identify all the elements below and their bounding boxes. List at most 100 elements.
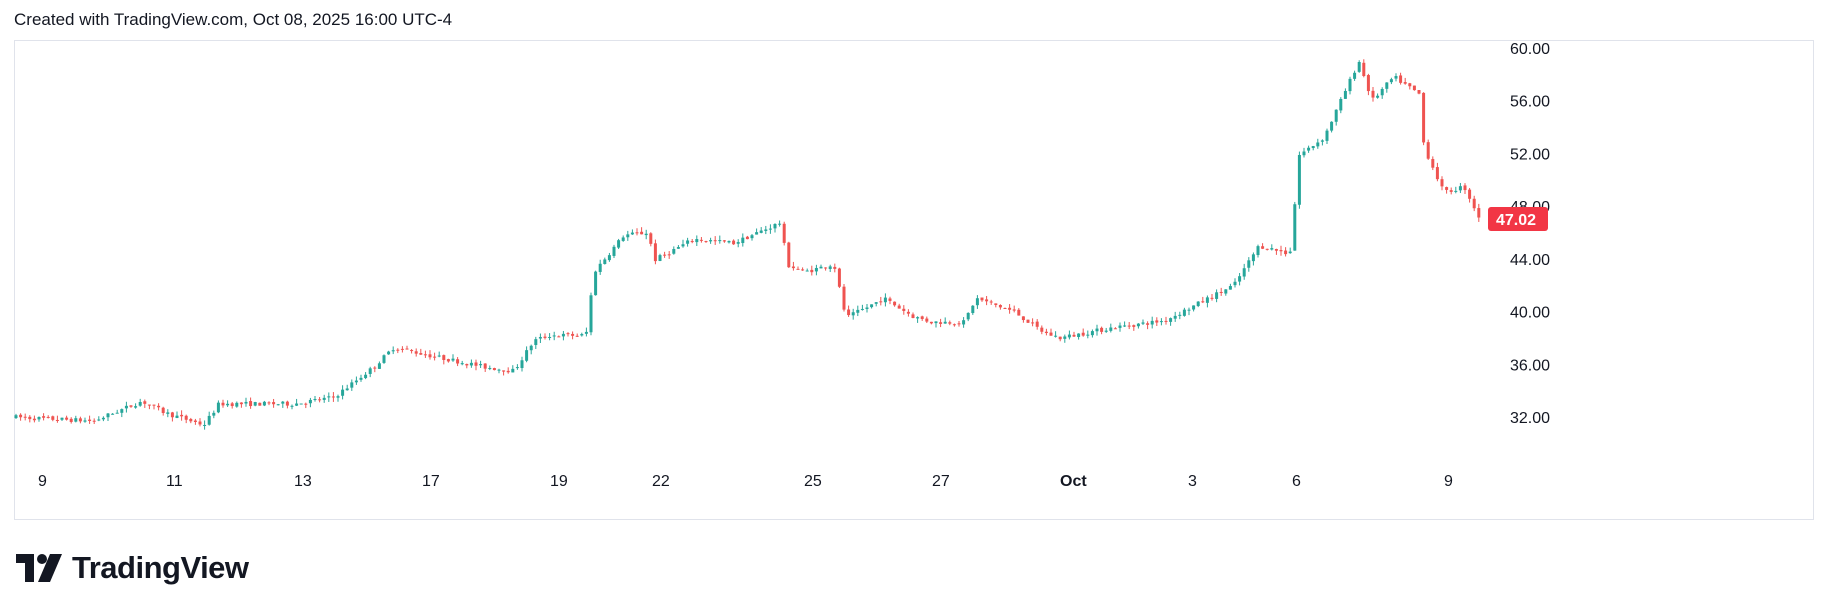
candle-body [1192,305,1196,310]
candle-body [511,368,515,373]
candle-body [1228,286,1232,290]
candle-body [934,321,938,324]
candle-body [290,405,294,407]
candle-body [364,374,368,379]
x-tick-label: 17 [422,473,440,490]
candle-body [391,350,395,352]
candle-body [663,254,667,256]
candle-body [14,415,18,419]
candle-body [175,415,179,418]
candle-body [980,297,984,301]
candle-body [299,403,303,405]
candle-body [736,242,740,244]
y-tick-label: 52.00 [1510,146,1550,163]
candle-body [722,240,726,242]
candle-body [193,420,197,422]
candle-body [538,337,542,339]
candle-body [1017,309,1021,316]
candle-body [1072,334,1076,337]
tradingview-brand[interactable]: TradingView [16,548,249,588]
candle-body [1242,268,1246,277]
candle-body [1311,146,1315,149]
x-tick-label: 22 [652,473,670,490]
candle-body [262,401,266,406]
candle-body [419,353,423,355]
candle-body [1035,321,1039,327]
candle-body [198,421,202,425]
candle-body [548,336,552,338]
candle-body [474,362,478,366]
candle-body [1293,204,1297,251]
candle-body [1104,330,1108,332]
candle-body [1141,322,1145,324]
candle-body [442,355,446,360]
candle-body [718,240,722,242]
price-chart[interactable]: 60.0056.0052.0048.0044.0040.0036.0032.00… [14,40,1814,520]
candle-body [824,267,828,269]
candle-body [1077,333,1081,337]
candle-body [97,419,101,421]
candle-body [506,370,510,373]
candle-body [828,266,832,269]
candle-body [1477,208,1481,218]
candle-body [129,405,133,407]
candle-body [782,223,786,243]
candle-body [1164,320,1168,322]
candle-body [101,417,105,420]
last-price-tag-bg [1488,207,1548,232]
candle-body [768,228,772,230]
candle-body [387,351,391,355]
candle-body [1440,179,1444,187]
x-tick-label: 19 [550,473,568,490]
candle-body [1123,325,1127,327]
candle-body [207,415,211,425]
candle-body [1118,325,1122,328]
candle-body [138,402,142,406]
candle-body [759,230,763,233]
candle-body [1067,334,1071,338]
candle-body [1454,190,1458,192]
candle-body [561,333,565,337]
candle-body [124,405,128,409]
candle-body [819,266,823,269]
candle-body [1270,248,1274,250]
y-tick-label: 60.00 [1510,41,1550,58]
y-tick-label: 56.00 [1510,94,1550,111]
candle-body [456,359,460,364]
candle-body [773,223,777,229]
candle-body [111,413,115,415]
candle-body [216,402,220,413]
candle-body [226,403,230,406]
tradingview-logo-icon [16,554,62,582]
candle-body [1173,315,1177,319]
candle-body [529,345,533,351]
candle-body [184,415,188,420]
candle-body [672,249,676,254]
candle-body [1146,323,1150,325]
brand-name: TradingView [72,550,249,585]
candle-body [161,407,165,413]
candle-body [244,401,248,404]
candle-body [1031,322,1035,324]
candle-body [180,414,184,417]
x-tick-label: 3 [1188,473,1197,490]
candle-body [1422,92,1426,143]
candle-body [1113,328,1117,330]
candle-body [1458,186,1462,191]
candle-body [221,402,225,406]
candle-body [851,312,855,316]
candle-body [695,239,699,243]
candle-body [308,399,312,404]
candle-body [534,339,538,346]
candle-body [594,271,598,296]
candle-body [1251,254,1255,262]
candle-body [607,255,611,261]
candle-body [1320,140,1324,142]
candle-body [906,311,910,314]
candle-body [879,301,883,303]
candle-body [888,298,892,301]
candle-body [92,420,96,422]
candle-body [460,363,464,365]
candle-body [952,324,956,326]
candle-body [865,307,869,309]
